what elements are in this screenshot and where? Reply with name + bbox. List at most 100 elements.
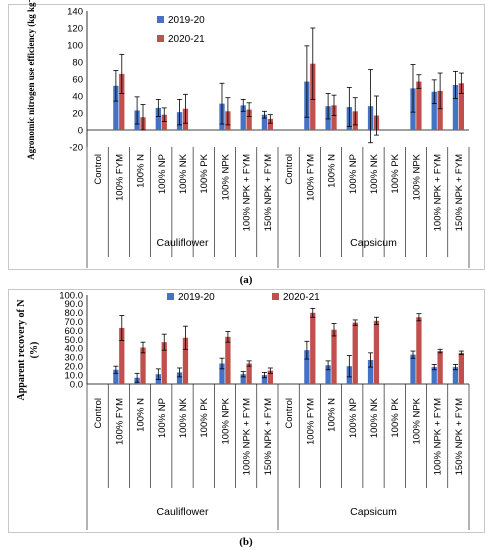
a-bar-s1 xyxy=(452,84,459,130)
b-category-label: 100% N xyxy=(327,398,338,432)
panel-b-ylabel-line1: Apparent recovery of N xyxy=(16,299,27,401)
b-ytick-label: 20.0 xyxy=(65,362,84,373)
panel-a: Agronomic nitrogen use efficiency (kg kg… xyxy=(8,0,485,286)
a-category-label: 100% NPK + FYM xyxy=(433,154,444,231)
a-bar-s1 xyxy=(261,114,268,130)
b-bar-s2 xyxy=(352,322,358,384)
b-ytick-label: 0.0 xyxy=(70,379,83,390)
b-bar-s1 xyxy=(240,374,246,384)
a-category-label: 100% NPK xyxy=(411,153,422,200)
a-category-label: 100% N xyxy=(327,154,338,188)
a-category-label: 100% FYM xyxy=(305,154,316,201)
b-ytick-label: 10.0 xyxy=(65,370,84,381)
a-category-label: 150% NPK + FYM xyxy=(454,154,465,231)
a-category-label: 100% FYM xyxy=(114,154,125,201)
a-group-label: Capsicum xyxy=(350,237,397,249)
a-ytick-label: 0 xyxy=(78,125,83,136)
b-ytick-label: 50.0 xyxy=(65,335,84,346)
b-ytick-label: 30.0 xyxy=(65,353,84,364)
b-bar-s1 xyxy=(431,367,437,384)
a-legend-swatch xyxy=(157,16,164,23)
a-ytick-label: 20 xyxy=(72,108,83,119)
a-bar-s2 xyxy=(161,114,167,130)
b-bar-s2 xyxy=(458,352,464,384)
b-category-label: 100% NK xyxy=(178,397,189,438)
a-ytick-label: -20 xyxy=(69,142,83,153)
a-bar-s1 xyxy=(240,105,246,130)
b-bar-s2 xyxy=(416,317,422,384)
a-ytick-label: 120 xyxy=(67,23,83,34)
a-category-label: 100% NP xyxy=(348,154,359,194)
a-category-label: 100% NK xyxy=(369,153,380,194)
b-bar-s2 xyxy=(182,337,189,384)
b-bar-s1 xyxy=(176,372,183,384)
b-bar-s2 xyxy=(267,370,273,384)
b-category-label: 100% PK xyxy=(199,397,210,437)
a-ytick-label: 140 xyxy=(67,6,83,17)
b-category-label: 150% NPK + FYM xyxy=(454,398,465,475)
b-bar-s1 xyxy=(325,365,331,384)
a-category-label: 100% N xyxy=(136,154,147,188)
b-bar-s1 xyxy=(113,369,119,384)
b-category-label: 100% PK xyxy=(390,397,401,437)
panel-a-label: (a) xyxy=(240,274,253,286)
b-legend-swatch xyxy=(272,293,279,300)
b-bar-s1 xyxy=(219,363,225,384)
a-bar-s2 xyxy=(331,105,337,130)
a-legend-swatch xyxy=(157,35,164,42)
b-ytick-label: 100.0 xyxy=(59,290,83,301)
b-bar-s1 xyxy=(304,350,310,384)
b-bar-s2 xyxy=(310,312,316,384)
b-category-label: 100% NPK + FYM xyxy=(433,398,444,475)
a-legend-label: 2019-20 xyxy=(168,15,205,26)
b-bar-s2 xyxy=(225,336,231,384)
b-category-label: Control xyxy=(93,398,104,429)
a-bar-s2 xyxy=(246,109,252,130)
b-category-label: 100% FYM xyxy=(305,398,316,445)
b-bar-s2 xyxy=(161,342,167,384)
b-category-label: 100% NPK xyxy=(411,397,422,444)
b-category-label: 150% NPK + FYM xyxy=(263,398,274,475)
b-ytick-label: 80.0 xyxy=(65,308,84,319)
b-category-label: 100% N xyxy=(136,398,147,432)
a-ytick-label: 60 xyxy=(72,74,83,85)
a-category-label: 100% PK xyxy=(390,153,401,193)
panel-a-ylabel: Agronomic nitrogen use efficiency (kg kg… xyxy=(26,0,36,160)
b-category-label: Control xyxy=(284,398,295,429)
panel-b-ylabel-line2: (%) xyxy=(29,342,40,359)
panel-b-label: (b) xyxy=(239,536,253,548)
a-category-label: 100% NPK + FYM xyxy=(242,154,253,231)
b-group-label: Cauliflower xyxy=(157,506,209,518)
a-legend-label: 2020-21 xyxy=(168,34,205,45)
a-category-label: Control xyxy=(93,154,104,185)
panel-b-frame xyxy=(8,289,485,533)
b-legend-label: 2019-20 xyxy=(178,292,215,303)
b-ytick-label: 40.0 xyxy=(65,344,84,355)
a-ytick-label: 40 xyxy=(72,91,83,102)
a-category-label: 100% NPK xyxy=(220,153,231,200)
b-bar-s2 xyxy=(246,363,252,384)
a-bar-s2 xyxy=(437,90,443,130)
a-category-label: Control xyxy=(284,154,295,185)
panel-a-frame xyxy=(8,4,485,270)
b-bar-s1 xyxy=(261,375,268,384)
b-ytick-label: 90.0 xyxy=(65,299,84,310)
b-bar-s2 xyxy=(437,351,443,384)
a-bar-s2 xyxy=(267,118,273,130)
b-category-label: 100% NP xyxy=(157,398,168,438)
b-legend-swatch xyxy=(167,293,174,300)
b-bar-s2 xyxy=(140,347,146,384)
a-bar-s1 xyxy=(155,107,161,130)
b-category-label: 100% NP xyxy=(348,398,359,438)
a-bar-s1 xyxy=(431,91,437,130)
a-bar-s1 xyxy=(113,85,119,130)
a-ytick-label: 100 xyxy=(67,40,83,51)
a-group-label: Cauliflower xyxy=(157,237,209,249)
panel-b: Apparent recovery of N (%) 0.010.020.030… xyxy=(8,289,485,548)
b-group-label: Capsicum xyxy=(350,506,397,518)
b-category-label: 100% NPK + FYM xyxy=(242,398,253,475)
b-bar-s1 xyxy=(452,367,459,384)
a-bar-s2 xyxy=(416,81,422,130)
a-category-label: 100% NK xyxy=(178,153,189,194)
